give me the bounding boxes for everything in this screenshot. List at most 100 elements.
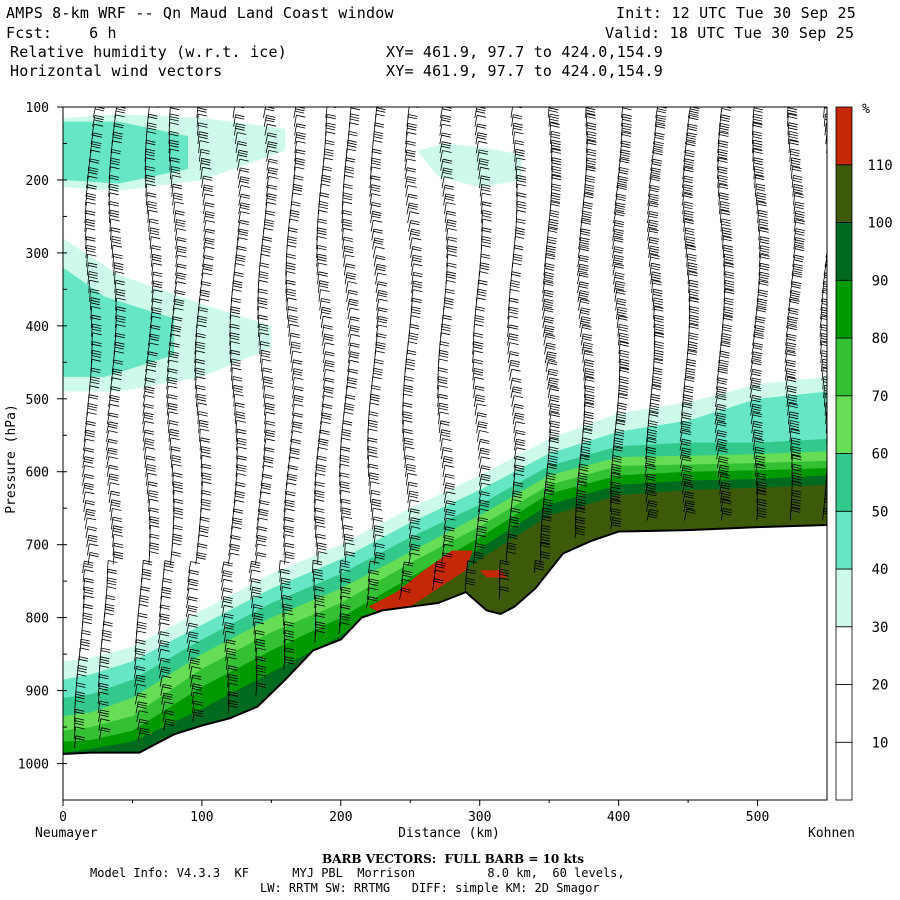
wind-barb <box>649 262 661 276</box>
wind-barb <box>684 236 696 250</box>
wind-barb <box>757 218 769 232</box>
wind-barb <box>341 210 353 224</box>
wind-barb <box>97 682 109 696</box>
wind-barb <box>168 342 180 355</box>
wind-barb <box>234 123 246 136</box>
wind-barb <box>264 411 276 425</box>
wind-barb <box>586 131 597 145</box>
wind-barb <box>550 139 561 154</box>
wind-barb <box>580 210 592 224</box>
wind-barb <box>547 386 560 399</box>
wind-barb <box>721 507 733 521</box>
wind-barb <box>162 710 175 722</box>
wind-barb <box>754 455 766 469</box>
wind-barb <box>787 113 798 127</box>
wind-barb <box>339 481 350 495</box>
wind-barb <box>135 692 147 705</box>
wind-barb <box>473 394 486 407</box>
wind-barb <box>792 254 804 267</box>
wind-barb <box>321 324 333 337</box>
wind-barb <box>442 464 454 477</box>
wind-barb <box>221 561 233 574</box>
wind-barb <box>788 420 800 434</box>
wind-barb <box>170 455 182 469</box>
wind-barb <box>110 227 121 241</box>
left-station-label: Neumayer <box>35 826 98 841</box>
wind-barb <box>146 472 157 486</box>
wind-barb <box>373 552 386 565</box>
wind-barb <box>171 307 184 320</box>
wind-barb <box>106 412 119 425</box>
wind-barb <box>550 148 562 162</box>
wind-barb <box>408 543 421 556</box>
wind-barb <box>508 359 520 372</box>
wind-barb <box>286 465 299 477</box>
wind-barb <box>159 666 171 679</box>
wind-barb <box>341 507 352 521</box>
wind-barb <box>314 595 325 609</box>
wind-barb <box>408 499 420 512</box>
wind-barb <box>199 157 211 171</box>
wind-barb <box>262 456 274 469</box>
wind-barb <box>410 246 422 259</box>
wind-barb <box>788 290 801 302</box>
wind-barb <box>171 183 183 197</box>
wind-barb <box>472 376 484 390</box>
colorbar-swatch <box>835 568 853 628</box>
wind-barb <box>145 183 156 197</box>
wind-barb <box>547 377 559 390</box>
wind-barb <box>755 183 766 197</box>
wind-barb <box>112 542 124 556</box>
colorbar-swatch <box>835 684 853 743</box>
wind-barb <box>257 297 268 311</box>
rh-patch-40 <box>63 121 189 184</box>
wind-barb <box>107 473 119 486</box>
wind-barb <box>286 306 298 320</box>
wind-barb <box>74 700 85 714</box>
wind-barb <box>224 639 236 652</box>
wind-barb <box>235 428 247 442</box>
wind-barb <box>507 324 519 337</box>
wind-barb <box>149 236 161 250</box>
y-tick-label: 400 <box>26 320 49 335</box>
wind-barb <box>106 447 118 460</box>
wind-barb <box>545 360 558 372</box>
wind-barb <box>85 184 97 197</box>
x-tick-label: 300 <box>468 810 491 825</box>
wind-barb <box>188 657 201 670</box>
wind-barb <box>106 560 118 574</box>
wind-barb <box>646 508 659 521</box>
wind-barb <box>255 543 267 556</box>
wind-barb <box>614 289 626 302</box>
wind-barb <box>751 420 763 434</box>
wind-barb <box>322 377 335 390</box>
wind-barb <box>314 630 325 644</box>
wind-barb <box>478 447 490 460</box>
wind-barb <box>512 131 524 145</box>
wind-barb <box>791 454 802 469</box>
wind-barb <box>236 237 248 250</box>
wind-barb <box>513 140 525 154</box>
wind-barb <box>752 333 764 346</box>
wind-barb <box>719 482 731 495</box>
wind-barb <box>196 543 208 556</box>
wind-barb <box>108 482 120 495</box>
y-tick-label: 1000 <box>18 758 49 773</box>
wind-barb <box>583 184 595 197</box>
wind-barb <box>822 376 827 390</box>
wind-barb <box>477 158 489 171</box>
wind-barb <box>752 157 764 171</box>
wind-barb <box>289 332 300 346</box>
wind-barb <box>681 403 693 416</box>
wind-barb <box>238 176 250 189</box>
wind-barb <box>683 500 695 512</box>
wind-barb <box>474 123 487 136</box>
wind-barb <box>112 551 124 565</box>
wind-barb <box>507 315 519 329</box>
wind-barb <box>445 228 457 241</box>
wind-barb <box>238 211 250 224</box>
wind-barb <box>819 332 827 346</box>
wind-barb <box>166 368 178 381</box>
wind-barb <box>785 385 797 399</box>
wind-barb <box>233 114 245 127</box>
